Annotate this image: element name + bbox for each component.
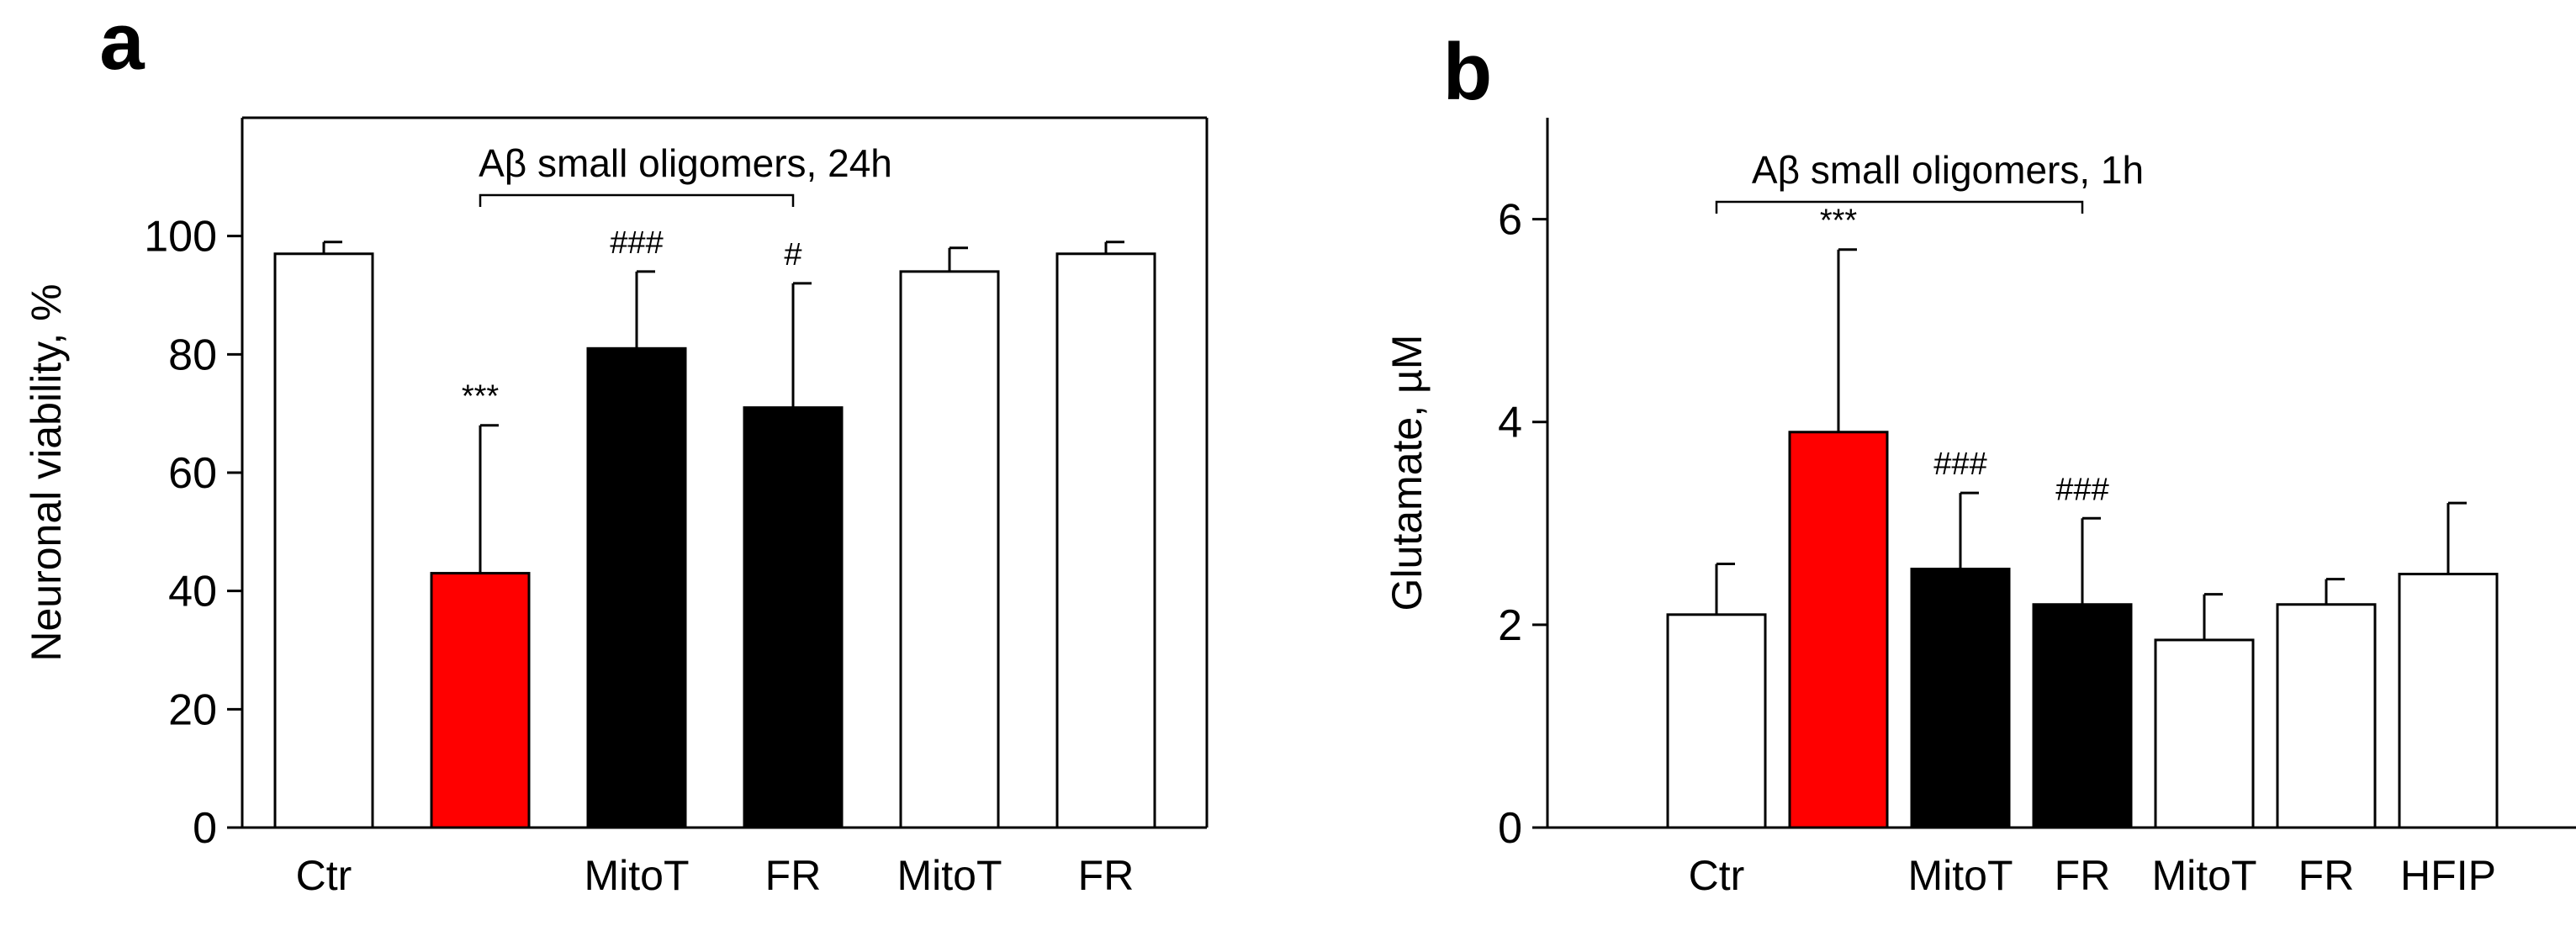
bar-b xyxy=(2398,573,2499,829)
panel-a: a 0 20 40 60 80 100 Neuronal viability, % Ctr ***… xyxy=(23,0,1209,899)
bar-b xyxy=(1666,613,1767,829)
bar-a xyxy=(586,346,687,829)
y-tick-label-b: 2 xyxy=(1498,601,1522,650)
y-tick-label-a: 40 xyxy=(168,568,217,616)
bar-b xyxy=(2032,603,2133,829)
bar-a xyxy=(1055,252,1156,829)
y-tick-label-a: 0 xyxy=(193,804,217,853)
significance-label-b: ### xyxy=(2055,472,2108,507)
bar-a xyxy=(430,572,531,829)
significance-label-b: *** xyxy=(1820,204,1858,239)
category-label-b: Ctr xyxy=(1689,852,1745,899)
y-tick-label-a: 100 xyxy=(144,213,217,262)
group-bracket-a xyxy=(479,193,795,207)
y-tick-label-b: 0 xyxy=(1498,804,1522,853)
bar-b xyxy=(2154,638,2255,829)
significance-label-b: ### xyxy=(1933,447,1986,482)
group-bracket-b xyxy=(1715,200,2084,214)
significance-label-a: ### xyxy=(610,225,663,261)
bar-b xyxy=(1788,431,1889,829)
bar-a xyxy=(899,270,1000,829)
category-label-a: MitoT xyxy=(584,852,690,899)
bar-a xyxy=(273,252,374,829)
category-label-b: FR xyxy=(2298,852,2355,899)
y-axis-title-a: Neuronal viability, % xyxy=(23,283,70,661)
category-label-a: FR xyxy=(765,852,822,899)
bar-b xyxy=(1910,568,2011,829)
category-label-b: FR xyxy=(2055,852,2111,899)
group-bracket-label-a: Aβ small oligomers, 24h xyxy=(479,141,892,185)
y-axis-title-b: Glutamate, µM xyxy=(1383,335,1431,611)
y-tick-label-a: 20 xyxy=(168,685,217,734)
category-label-a: MitoT xyxy=(897,852,1002,899)
significance-label-a: *** xyxy=(462,379,500,415)
bar-a xyxy=(743,406,844,829)
y-tick-label-b: 4 xyxy=(1498,399,1522,447)
category-label-b: HFIP xyxy=(2400,852,2496,899)
panel-b: b 0 2 4 6 Glutamate, µM Ctr *** ### MitoT ### FR Mit… xyxy=(1383,27,2576,899)
y-tick-label-a: 60 xyxy=(168,449,217,498)
panel-letter-a: a xyxy=(99,0,145,87)
bar-b xyxy=(2276,603,2377,829)
y-tick-label-b: 6 xyxy=(1498,196,1522,245)
significance-label-a: # xyxy=(784,237,801,272)
panel-letter-b: b xyxy=(1443,27,1493,117)
category-label-b: MitoT xyxy=(1908,852,2013,899)
category-label-a: FR xyxy=(1078,852,1135,899)
category-label-a: Ctr xyxy=(296,852,352,899)
group-bracket-label-b: Aβ small oligomers, 1h xyxy=(1752,148,2144,192)
y-tick-label-a: 80 xyxy=(168,331,217,379)
category-label-b: MitoT xyxy=(2152,852,2257,899)
